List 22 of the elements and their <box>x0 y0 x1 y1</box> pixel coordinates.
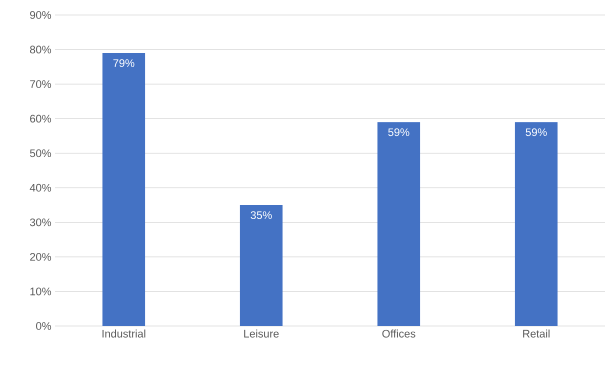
y-tick-label: 20% <box>30 253 52 261</box>
bar <box>377 122 420 326</box>
x-tick-label: Leisure <box>244 330 279 338</box>
y-tick-label: 80% <box>30 46 52 54</box>
data-label: 59% <box>388 128 410 136</box>
y-tick-label: 0% <box>36 322 52 330</box>
data-label: 79% <box>113 59 134 67</box>
y-tick-label: 10% <box>30 288 52 296</box>
data-label: 35% <box>250 211 272 220</box>
bar <box>102 53 146 326</box>
data-label: 59% <box>526 128 547 136</box>
y-tick-label: 30% <box>30 218 52 226</box>
x-tick-label: Industrial <box>102 330 146 338</box>
y-tick-label: 90% <box>30 11 52 19</box>
x-tick-label: Offices <box>382 330 416 338</box>
y-tick-label: 40% <box>30 184 52 192</box>
x-tick-label: Retail <box>523 330 550 338</box>
y-tick-label: 70% <box>30 80 52 88</box>
y-tick-label: 50% <box>30 149 52 158</box>
y-tick-label: 60% <box>30 114 52 123</box>
bar <box>240 205 283 326</box>
bar <box>514 122 558 326</box>
